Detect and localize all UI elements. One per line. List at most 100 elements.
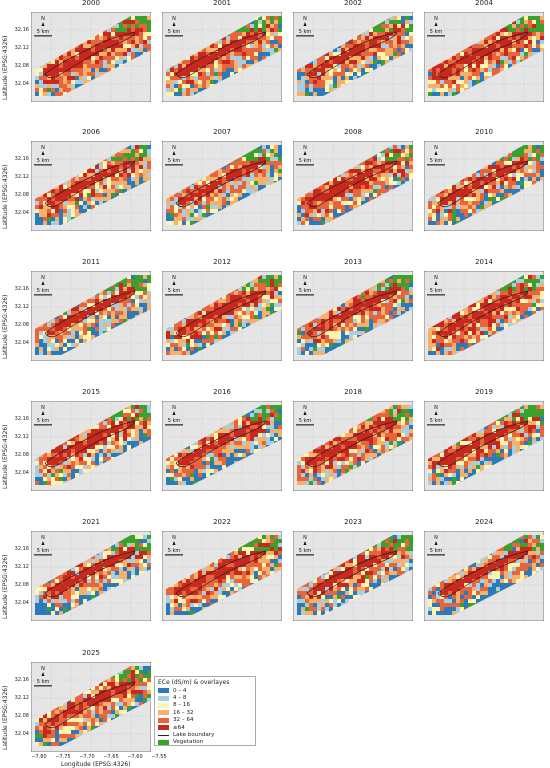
legend-item-label: Vegetation: [173, 739, 203, 745]
scale-label: 5 km: [37, 29, 50, 35]
north-label: N: [434, 535, 438, 541]
y-tick-label: 32.16: [9, 677, 29, 683]
salinity-map: N 5 km: [293, 12, 413, 102]
salinity-map: N5 km: [424, 141, 544, 231]
y-tick-label: 32.08: [9, 452, 29, 458]
legend-item: 4 – 8: [158, 694, 252, 701]
legend-color-swatch: [158, 696, 169, 701]
north-label: N: [303, 16, 307, 22]
y-axis-label: Latitude (EPSG:4326): [2, 555, 9, 619]
north-label: N: [303, 145, 307, 151]
y-tick-label: 32.04: [9, 470, 29, 476]
y-tick-label: 32.04: [9, 210, 29, 216]
legend-item: 32 – 64: [158, 717, 252, 724]
north-label: N: [41, 666, 45, 672]
scale-label: 5 km: [299, 29, 312, 35]
scale-label: 5 km: [430, 29, 443, 35]
y-tick-label: 32.16: [9, 416, 29, 422]
scale-label: 5 km: [168, 548, 181, 554]
salinity-map: N5 km: [162, 271, 282, 361]
north-label: N: [41, 16, 45, 22]
scale-label: 5 km: [299, 418, 312, 424]
salinity-map: N5 km: [31, 662, 151, 752]
legend-item: Lake boundary: [158, 731, 252, 738]
north-label: N: [41, 275, 45, 281]
scale-label: 5 km: [299, 158, 312, 164]
y-tick-label: 32.16: [9, 546, 29, 552]
panel-year-title: 2010: [424, 128, 544, 137]
y-axis-label: Latitude (EPSG:4326): [2, 686, 9, 750]
legend-color-swatch: [158, 688, 169, 693]
y-tick-label: 32.12: [9, 564, 29, 570]
panel-year-title: 2013: [293, 258, 413, 267]
legend-item: 0 – 4: [158, 687, 252, 694]
y-tick-label: 32.04: [9, 731, 29, 737]
panel-year-title: 2025: [31, 649, 151, 658]
y-tick-label: 32.08: [9, 582, 29, 588]
north-label: N: [303, 275, 307, 281]
legend-item-label: 32 – 64: [173, 717, 194, 723]
scale-label: 5 km: [430, 418, 443, 424]
scale-label: 5 km: [168, 288, 181, 294]
north-label: N: [434, 275, 438, 281]
north-label: N: [172, 405, 176, 411]
x-tick-label: −7.55: [146, 754, 172, 760]
scale-label: 5 km: [299, 288, 312, 294]
legend-item: Vegetation: [158, 739, 252, 746]
salinity-map: N 5 km: [162, 401, 282, 491]
scale-label: 5 km: [37, 158, 50, 164]
panel-year-title: 2018: [293, 388, 413, 397]
x-tick-label: −7.70: [74, 754, 100, 760]
panel-year-title: 2006: [31, 128, 151, 137]
north-label: N: [41, 535, 45, 541]
scale-label: 5 km: [168, 158, 181, 164]
salinity-map: N5 km: [31, 271, 151, 361]
salinity-map: N5 km: [424, 531, 544, 621]
legend-item-label: 4 – 8: [173, 695, 186, 701]
y-axis-label: Latitude (EPSG:4326): [2, 295, 9, 359]
north-label: N: [303, 405, 307, 411]
y-tick-label: 32.04: [9, 340, 29, 346]
north-label: N: [172, 16, 176, 22]
panel-year-title: 2014: [424, 258, 544, 267]
panel-year-title: 2019: [424, 388, 544, 397]
legend-item-label: 0 – 4: [173, 688, 186, 694]
panel-year-title: 2004: [424, 0, 544, 8]
legend-color-swatch: [158, 710, 169, 715]
salinity-map: N5 km: [31, 401, 151, 491]
y-tick-label: 32.04: [9, 600, 29, 606]
panel-year-title: 2011: [31, 258, 151, 267]
y-tick-label: 32.08: [9, 322, 29, 328]
north-label: N: [41, 405, 45, 411]
salinity-map: N5 km: [424, 401, 544, 491]
north-label: N: [172, 535, 176, 541]
legend-color-swatch: [158, 718, 169, 723]
scale-label: 5 km: [168, 418, 181, 424]
x-tick-label: −7.60: [122, 754, 148, 760]
y-tick-label: 32.04: [9, 81, 29, 87]
salinity-map: N 5 km: [293, 401, 413, 491]
north-label: N: [434, 145, 438, 151]
legend-item-label: ≥64: [173, 725, 185, 731]
salinity-map: N5 km: [31, 531, 151, 621]
y-tick-label: 32.16: [9, 27, 29, 33]
salinity-map: N5 km: [293, 531, 413, 621]
salinity-map: N5 km: [424, 271, 544, 361]
y-tick-label: 32.12: [9, 174, 29, 180]
legend-item: ≥64: [158, 724, 252, 731]
panel-year-title: 2015: [31, 388, 151, 397]
